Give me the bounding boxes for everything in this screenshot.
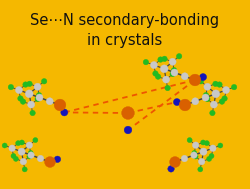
Circle shape — [210, 101, 216, 108]
Circle shape — [169, 71, 175, 77]
Circle shape — [222, 87, 229, 94]
Circle shape — [216, 82, 221, 87]
Circle shape — [169, 157, 180, 167]
Circle shape — [170, 69, 177, 76]
Circle shape — [208, 153, 213, 159]
Circle shape — [26, 142, 32, 148]
Circle shape — [9, 145, 15, 151]
Circle shape — [188, 74, 200, 86]
Circle shape — [2, 143, 7, 148]
Circle shape — [13, 156, 18, 161]
Circle shape — [212, 81, 217, 87]
Circle shape — [11, 153, 16, 159]
Circle shape — [155, 74, 160, 79]
Circle shape — [191, 150, 196, 156]
Circle shape — [36, 94, 43, 101]
Circle shape — [28, 150, 33, 156]
Circle shape — [217, 143, 222, 148]
Circle shape — [221, 96, 226, 101]
Circle shape — [176, 53, 181, 59]
Circle shape — [178, 99, 190, 111]
Circle shape — [199, 148, 206, 155]
Circle shape — [204, 96, 209, 102]
Circle shape — [164, 85, 170, 91]
Circle shape — [30, 110, 35, 116]
Circle shape — [28, 101, 34, 108]
Circle shape — [124, 126, 131, 134]
Circle shape — [206, 156, 211, 161]
Text: in crystals: in crystals — [87, 33, 162, 47]
Circle shape — [54, 99, 66, 111]
Circle shape — [41, 79, 47, 84]
Circle shape — [209, 145, 215, 151]
Circle shape — [20, 158, 26, 165]
Circle shape — [162, 76, 169, 83]
Circle shape — [54, 156, 60, 163]
Circle shape — [203, 83, 210, 90]
Circle shape — [44, 157, 55, 167]
Circle shape — [37, 155, 44, 162]
Circle shape — [230, 84, 236, 90]
Circle shape — [27, 81, 32, 87]
Circle shape — [8, 84, 14, 90]
Circle shape — [191, 98, 198, 105]
Circle shape — [167, 166, 173, 172]
Circle shape — [150, 62, 157, 69]
Circle shape — [33, 138, 38, 143]
Circle shape — [28, 152, 34, 158]
Circle shape — [218, 99, 224, 104]
Circle shape — [198, 158, 204, 165]
Text: Se⋯N secondary-bonding: Se⋯N secondary-bonding — [30, 12, 219, 28]
Circle shape — [204, 141, 208, 146]
Circle shape — [192, 142, 198, 148]
Circle shape — [190, 152, 196, 158]
Circle shape — [160, 65, 168, 73]
Circle shape — [18, 148, 25, 155]
Circle shape — [16, 87, 22, 94]
Circle shape — [60, 109, 68, 116]
Circle shape — [200, 140, 205, 145]
Circle shape — [152, 71, 158, 76]
Circle shape — [23, 82, 28, 87]
Circle shape — [180, 155, 187, 162]
Circle shape — [180, 73, 188, 80]
Circle shape — [18, 96, 23, 101]
Circle shape — [36, 92, 42, 98]
Circle shape — [157, 57, 162, 62]
Circle shape — [197, 79, 203, 84]
Circle shape — [186, 138, 192, 143]
Circle shape — [201, 94, 208, 101]
Circle shape — [46, 98, 53, 105]
Circle shape — [199, 74, 206, 81]
Circle shape — [22, 167, 27, 172]
Circle shape — [121, 107, 134, 119]
Circle shape — [209, 110, 214, 116]
Circle shape — [25, 90, 33, 98]
Circle shape — [211, 90, 219, 98]
Circle shape — [20, 99, 26, 104]
Circle shape — [173, 98, 180, 106]
Circle shape — [202, 92, 208, 98]
Circle shape — [168, 58, 175, 65]
Circle shape — [197, 167, 202, 172]
Circle shape — [27, 154, 32, 159]
Circle shape — [161, 56, 166, 62]
Circle shape — [34, 83, 41, 90]
Circle shape — [35, 96, 40, 102]
Circle shape — [142, 59, 148, 65]
Circle shape — [192, 154, 197, 159]
Circle shape — [171, 67, 176, 73]
Circle shape — [16, 141, 20, 146]
Circle shape — [19, 140, 24, 145]
